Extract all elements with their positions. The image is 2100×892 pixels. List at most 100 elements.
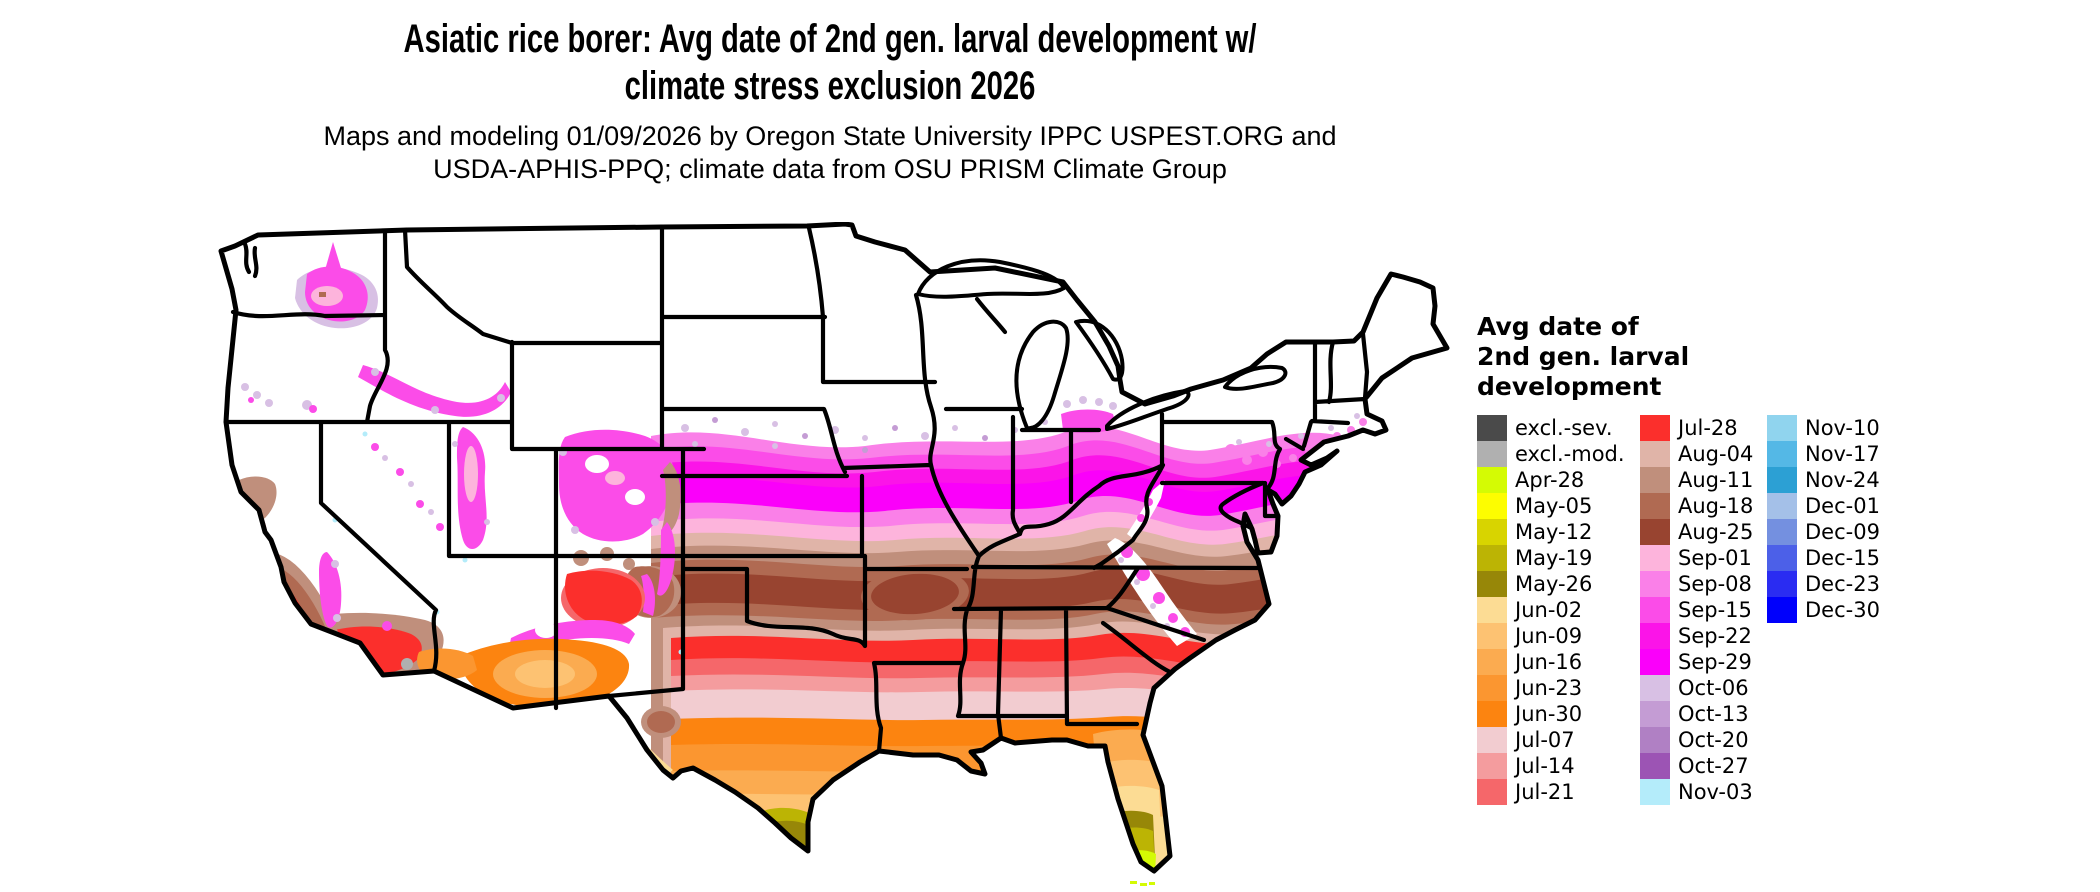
legend-swatch xyxy=(1640,545,1670,571)
legend-entry: Dec-01 xyxy=(1767,493,1917,519)
legend-label: Nov-10 xyxy=(1805,416,1880,440)
subtitle-line1: Maps and modeling 01/09/2026 by Oregon S… xyxy=(323,121,1337,151)
legend-entry: Jun-23 xyxy=(1477,675,1640,701)
map-legend: Avg date of 2nd gen. larval development … xyxy=(1477,312,1917,805)
legend-swatch xyxy=(1477,545,1507,571)
us-outline xyxy=(218,221,1450,874)
legend-entry: Jun-02 xyxy=(1477,597,1640,623)
legend-swatch xyxy=(1640,441,1670,467)
legend-title-line1: Avg date of xyxy=(1477,312,1639,341)
legend-columns: excl.-sev. excl.-mod. Apr-28 May-05 May-12 Ma… xyxy=(1477,415,1917,805)
legend-swatch xyxy=(1640,753,1670,779)
legend-label: Dec-23 xyxy=(1805,572,1880,596)
legend-swatch xyxy=(1477,519,1507,545)
legend-label: Aug-25 xyxy=(1678,520,1754,544)
state-borders xyxy=(223,224,1370,754)
legend-swatch xyxy=(1767,441,1797,467)
legend-swatch xyxy=(1640,727,1670,753)
legend-column-3: Nov-10 Nov-17 Nov-24 Dec-01 Dec-09 Dec-15 Dec-… xyxy=(1767,415,1917,623)
legend-swatch xyxy=(1477,571,1507,597)
legend-label: Dec-09 xyxy=(1805,520,1880,544)
legend-entry: Nov-10 xyxy=(1767,415,1917,441)
legend-label: Aug-04 xyxy=(1678,442,1754,466)
page-title-line2: climate stress exclusion 2026 xyxy=(624,64,1036,108)
legend-swatch xyxy=(1640,649,1670,675)
legend-label: Sep-15 xyxy=(1678,598,1752,622)
legend-label: Oct-20 xyxy=(1678,728,1749,752)
subtitle-block: Maps and modeling 01/09/2026 by Oregon S… xyxy=(230,120,1430,186)
title-block: Asiatic rice borer: Avg date of 2nd gen.… xyxy=(230,16,1430,110)
legend-label: May-05 xyxy=(1515,494,1593,518)
legend-swatch xyxy=(1640,701,1670,727)
legend-entry: Jul-21 xyxy=(1477,779,1640,805)
legend-title-line3: development xyxy=(1477,372,1662,401)
legend-entry: Jul-14 xyxy=(1477,753,1640,779)
legend-entry: excl.-sev. xyxy=(1477,415,1640,441)
legend-entry: May-26 xyxy=(1477,571,1640,597)
legend-label: excl.-mod. xyxy=(1515,442,1625,466)
legend-entry: Dec-30 xyxy=(1767,597,1917,623)
legend-entry: Oct-20 xyxy=(1640,727,1767,753)
legend-entry: Jun-16 xyxy=(1477,649,1640,675)
legend-entry: Aug-18 xyxy=(1640,493,1767,519)
legend-swatch xyxy=(1477,675,1507,701)
legend-swatch xyxy=(1477,649,1507,675)
legend-label: Jun-23 xyxy=(1515,676,1583,700)
legend-label: Aug-18 xyxy=(1678,494,1754,518)
legend-entry: May-05 xyxy=(1477,493,1640,519)
legend-entry: Jun-09 xyxy=(1477,623,1640,649)
legend-swatch xyxy=(1767,519,1797,545)
legend-label: Jul-28 xyxy=(1678,416,1738,440)
legend-label: Sep-01 xyxy=(1678,546,1752,570)
legend-swatch xyxy=(1640,571,1670,597)
legend-column-2: Jul-28 Aug-04 Aug-11 Aug-18 Aug-25 Sep-01 Sep-… xyxy=(1640,415,1767,805)
legend-label: Nov-24 xyxy=(1805,468,1880,492)
legend-entry: Sep-01 xyxy=(1640,545,1767,571)
legend-swatch xyxy=(1640,467,1670,493)
legend-entry: Jun-30 xyxy=(1477,701,1640,727)
legend-swatch xyxy=(1767,571,1797,597)
legend-swatch xyxy=(1477,441,1507,467)
legend-swatch xyxy=(1640,597,1670,623)
us-map xyxy=(215,221,1450,890)
legend-label: Sep-22 xyxy=(1678,624,1752,648)
legend-swatch xyxy=(1640,779,1670,805)
legend-entry: Nov-03 xyxy=(1640,779,1767,805)
legend-entry: Sep-15 xyxy=(1640,597,1767,623)
legend-entry: Oct-27 xyxy=(1640,753,1767,779)
legend-entry: Oct-06 xyxy=(1640,675,1767,701)
legend-title-line2: 2nd gen. larval xyxy=(1477,342,1690,371)
legend-entry: May-12 xyxy=(1477,519,1640,545)
legend-label: Jun-09 xyxy=(1515,624,1583,648)
legend-label: May-12 xyxy=(1515,520,1593,544)
legend-column-1: excl.-sev. excl.-mod. Apr-28 May-05 May-12 Ma… xyxy=(1477,415,1640,805)
legend-label: Oct-13 xyxy=(1678,702,1749,726)
legend-label: excl.-sev. xyxy=(1515,416,1613,440)
legend-entry: Aug-04 xyxy=(1640,441,1767,467)
legend-label: Dec-30 xyxy=(1805,598,1880,622)
legend-swatch xyxy=(1477,597,1507,623)
legend-label: Jul-14 xyxy=(1515,754,1575,778)
legend-label: May-19 xyxy=(1515,546,1593,570)
legend-label: Jun-30 xyxy=(1515,702,1583,726)
legend-swatch xyxy=(1477,415,1507,441)
legend-label: Sep-08 xyxy=(1678,572,1752,596)
legend-swatch xyxy=(1767,597,1797,623)
legend-swatch xyxy=(1477,623,1507,649)
legend-label: Jun-02 xyxy=(1515,598,1583,622)
legend-swatch xyxy=(1767,493,1797,519)
legend-label: Nov-03 xyxy=(1678,780,1753,804)
legend-swatch xyxy=(1477,701,1507,727)
legend-swatch xyxy=(1767,415,1797,441)
legend-entry: Nov-24 xyxy=(1767,467,1917,493)
legend-swatch xyxy=(1477,727,1507,753)
legend-entry: Oct-13 xyxy=(1640,701,1767,727)
legend-label: Oct-06 xyxy=(1678,676,1749,700)
legend-label: Dec-15 xyxy=(1805,546,1880,570)
legend-entry: Jul-07 xyxy=(1477,727,1640,753)
legend-swatch xyxy=(1640,493,1670,519)
legend-entry: Dec-09 xyxy=(1767,519,1917,545)
legend-swatch xyxy=(1767,545,1797,571)
legend-entry: Dec-15 xyxy=(1767,545,1917,571)
